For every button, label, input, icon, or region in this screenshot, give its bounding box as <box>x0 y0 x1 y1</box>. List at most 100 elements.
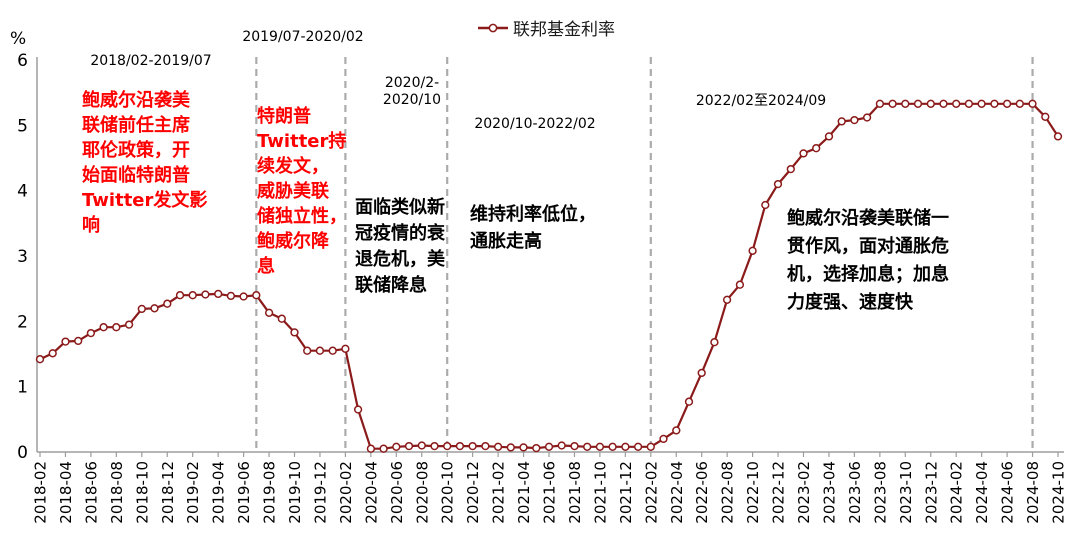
data-point <box>812 144 821 153</box>
y-tick-label: 5 <box>17 116 28 136</box>
x-tick-label: 2022-08 <box>719 461 737 524</box>
x-tick-label: 2019-06 <box>235 461 253 524</box>
x-tick-label: 2018-02 <box>32 461 50 524</box>
note-trump-twitter: 特朗普 Twitter持 续发文， 威胁美联 储独立性， 鲍威尔降 息 <box>257 106 347 277</box>
data-point <box>48 349 57 358</box>
x-tick-label: 2024-06 <box>999 461 1017 524</box>
data-point <box>252 291 261 300</box>
x-tick-label: 2022-04 <box>668 461 686 524</box>
data-point <box>875 99 885 108</box>
data-point <box>404 441 414 451</box>
x-tick-label: 2024-10 <box>1050 461 1068 524</box>
data-point <box>952 99 961 108</box>
legend-label: 联邦基金利率 <box>513 20 615 40</box>
data-point <box>481 441 490 451</box>
data-point <box>86 328 96 338</box>
data-point <box>277 314 286 323</box>
data-point <box>786 164 795 174</box>
x-tick-label: 2022-06 <box>693 461 711 524</box>
x-tick-label: 2018-04 <box>57 461 75 524</box>
period-label-2019-2020: 2019/07-2020/02 <box>242 29 364 45</box>
x-tick-label: 2018-06 <box>82 461 100 524</box>
data-point <box>1015 99 1024 108</box>
y-tick-label: 2 <box>17 312 28 332</box>
x-tick-label: 2019-12 <box>311 461 329 524</box>
y-tick-label: 4 <box>17 182 28 202</box>
data-point <box>188 291 197 300</box>
data-point <box>163 299 172 308</box>
note-low-rate-inflation: 维持利率低位， 通胀走高 <box>470 204 596 252</box>
x-tick-label: 2023-04 <box>820 461 838 524</box>
note-powell-yellen-policy: 鲍威尔沿袭美 联储前任主席 耶伦政策，开 始面临特朗普 Twitter发文影 响 <box>82 90 208 236</box>
data-point <box>1041 112 1050 121</box>
data-point <box>99 323 108 332</box>
data-point <box>493 442 503 451</box>
data-point <box>226 291 236 301</box>
data-point <box>201 290 210 299</box>
data-point <box>328 346 337 355</box>
data-point <box>964 99 974 108</box>
data-point <box>735 280 745 289</box>
data-point <box>672 426 681 435</box>
data-point <box>417 441 426 450</box>
x-tick-label: 2021-06 <box>541 461 559 524</box>
data-point <box>583 442 592 451</box>
data-point <box>239 292 248 301</box>
data-point <box>430 441 439 451</box>
x-tick-label: 2022-12 <box>770 461 788 524</box>
data-point <box>455 441 465 451</box>
x-tick-label: 2019-10 <box>286 461 304 524</box>
x-tick-label: 2020-04 <box>362 461 380 524</box>
period-label-2020-2022: 2020/10-2022/02 <box>474 116 596 132</box>
data-point <box>901 99 910 108</box>
x-tick-labels: 2018-02 2018-04 2018-06 2018-08 2018-10 2018-… <box>32 452 1068 524</box>
x-tick-label: 2021-02 <box>490 461 508 524</box>
data-point <box>710 338 719 347</box>
data-point <box>519 443 528 452</box>
x-tick-label: 2024-08 <box>1024 461 1042 524</box>
data-point <box>1053 132 1063 141</box>
data-point <box>748 246 757 255</box>
data-point <box>303 346 312 355</box>
x-tick-label: 2023-10 <box>897 461 915 524</box>
data-point <box>175 291 185 300</box>
x-tick-label: 2019-04 <box>210 461 228 524</box>
legend: 联邦基金利率 <box>478 15 615 40</box>
data-point <box>379 444 388 453</box>
x-tick-label: 2019-08 <box>261 461 279 524</box>
data-point <box>646 442 655 451</box>
y-tick-label: 6 <box>17 51 28 71</box>
x-tick-label: 2023-06 <box>846 461 864 524</box>
data-point <box>977 99 986 108</box>
data-point <box>1028 99 1037 108</box>
x-tick-label: 2022-10 <box>744 461 762 524</box>
data-point <box>684 397 694 406</box>
data-point <box>722 295 732 304</box>
data-point <box>990 99 999 108</box>
data-point <box>659 434 668 444</box>
data-point <box>137 304 146 314</box>
data-point <box>888 99 897 108</box>
x-tick-label: 2023-02 <box>795 461 813 524</box>
data-point <box>124 320 134 329</box>
data-point <box>913 99 923 108</box>
x-tick-label: 2021-04 <box>515 461 533 524</box>
x-tick-label: 2018-10 <box>133 461 151 524</box>
x-tick-label: 2019-02 <box>184 461 202 524</box>
y-tick-label: 3 <box>17 247 28 267</box>
data-point <box>353 405 363 414</box>
x-tick-label: 2023-12 <box>922 461 940 524</box>
data-point <box>850 115 859 125</box>
data-point <box>443 441 452 451</box>
x-tick-label: 2024-02 <box>948 461 966 524</box>
x-tick-label: 2020-06 <box>388 461 406 524</box>
data-point <box>862 113 872 122</box>
data-point <box>264 308 274 317</box>
data-point <box>150 304 159 313</box>
x-tick-label: 2020-02 <box>337 461 355 524</box>
x-tick-label: 2024-04 <box>973 461 991 524</box>
data-point <box>926 99 935 108</box>
y-axis-unit-label: % <box>10 29 27 49</box>
